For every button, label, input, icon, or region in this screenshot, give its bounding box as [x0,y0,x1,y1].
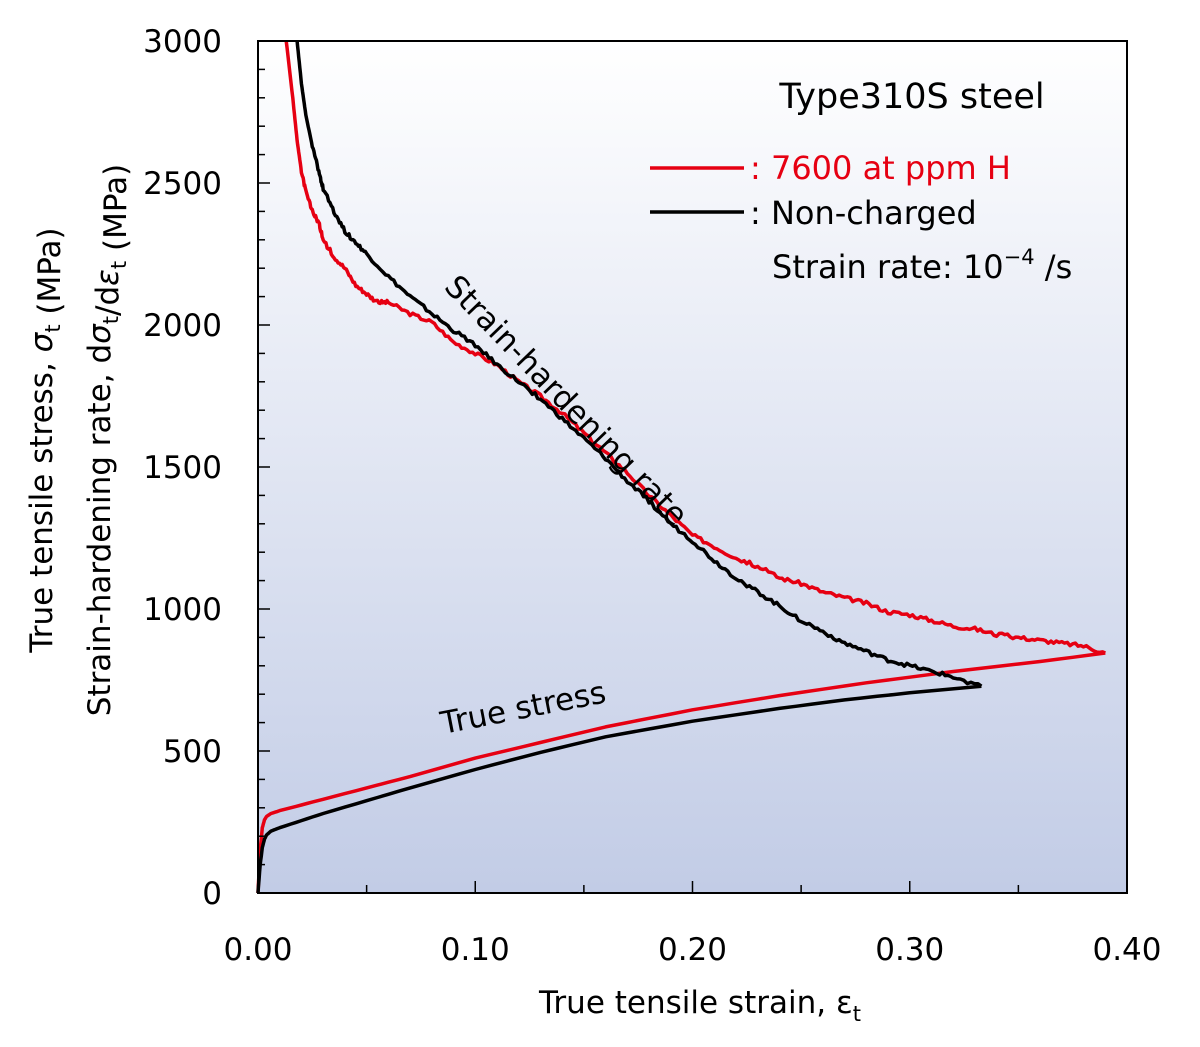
legend: : 7600 at ppm H : Non-charged Strain rat… [650,149,1072,286]
chart-title: Type310S steel [778,77,1044,117]
y-tick-label: 1500 [143,450,222,486]
x-tick-label: 0.30 [875,932,944,968]
legend-label-non-charged: : Non-charged [750,194,977,232]
legend-strain-rate-note: Strain rate: 10−4 /s [772,245,1072,286]
x-tick-label: 0.40 [1092,932,1161,968]
x-tick-label: 0.00 [223,932,292,968]
y-axis-title-line-1: True tensile stress, σt (MPa) [24,227,68,653]
x-tick-label: 0.10 [441,932,510,968]
y-tick-label: 2000 [143,308,222,344]
y-tick-label: 2500 [143,166,222,202]
y-axis-title: True tensile stress, σt (MPa) Strain-hard… [24,164,134,717]
plot-area [258,41,1127,893]
series-true-stress-non-charged [256,684,982,894]
y-tick-label: 3000 [143,24,222,60]
x-tick-label: 0.20 [658,932,727,968]
series-true-stress-h-charged [256,651,1106,894]
y-tick-label: 1000 [143,592,222,628]
y-tick-label: 0 [202,876,222,912]
legend-label-h-charged: : 7600 at ppm H [750,149,1011,187]
series-strain-hardening-rate-h-charged [284,40,1106,655]
y-tick-label: 500 [163,734,222,770]
series-strain-hardening-rate-non-charged [295,40,983,688]
y-axis-title-line-2: Strain-hardening rate, dσt/dεt (MPa) [82,164,134,717]
x-axis-title: True tensile strain, εt [538,985,861,1026]
